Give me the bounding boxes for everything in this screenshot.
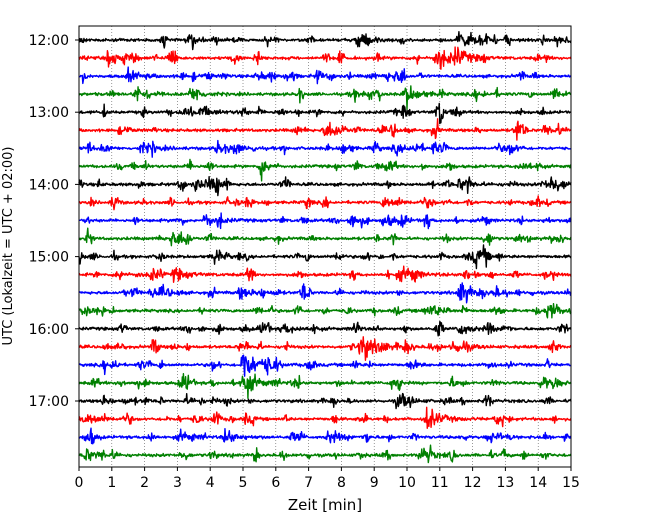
trace-line xyxy=(78,118,572,141)
trace-line xyxy=(78,354,572,377)
y-tick-label: 14:00 xyxy=(29,177,69,193)
trace-line xyxy=(78,66,572,85)
x-tick-label: 3 xyxy=(173,475,182,491)
trace-line xyxy=(78,265,572,283)
x-tick-label: 2 xyxy=(140,475,149,491)
trace-line xyxy=(78,212,572,230)
y-tick-label: 15:00 xyxy=(29,250,69,266)
trace-line xyxy=(78,46,572,70)
x-tick-label: 4 xyxy=(206,475,215,491)
trace-line xyxy=(78,31,572,51)
plot-frame xyxy=(78,25,572,468)
x-tick-label: 15 xyxy=(562,475,580,491)
trace-line xyxy=(78,139,572,158)
trace-line xyxy=(78,427,572,445)
x-tick-label: 10 xyxy=(398,475,416,491)
trace-line xyxy=(78,321,572,337)
x-tick-label: 13 xyxy=(496,475,514,491)
x-tick-label: 6 xyxy=(271,475,280,491)
y-axis-ticks: 12:00 13:00 14:00 15:00 16:00 17:00 xyxy=(29,33,79,410)
trace-line xyxy=(78,392,572,410)
trace-line xyxy=(78,336,572,361)
x-tick-label: 7 xyxy=(304,475,313,491)
trace-line xyxy=(78,227,572,247)
trace-line xyxy=(78,102,572,125)
x-axis-ticks: 0 1 2 3 4 5 6 7 8 9 10 11 12 13 14 15 xyxy=(75,467,580,491)
x-tick-label: 9 xyxy=(370,475,379,491)
trace-line xyxy=(78,158,572,182)
y-tick-label: 17:00 xyxy=(29,394,69,410)
x-tick-label: 8 xyxy=(337,475,346,491)
trace-line xyxy=(78,176,572,197)
trace-line xyxy=(78,406,572,429)
trace-line xyxy=(78,444,572,464)
trace-line xyxy=(78,302,572,319)
x-tick-label: 11 xyxy=(431,475,449,491)
x-tick-label: 5 xyxy=(239,475,248,491)
trace-line xyxy=(78,373,572,399)
y-axis-label: UTC (Lokalzeit = UTC + 02:00) xyxy=(1,147,16,346)
x-tick-label: 0 xyxy=(75,475,84,491)
x-tick-label: 1 xyxy=(107,475,116,491)
y-tick-label: 16:00 xyxy=(29,322,69,338)
x-tick-label: 12 xyxy=(464,475,482,491)
x-tick-label: 14 xyxy=(529,475,547,491)
trace-line xyxy=(78,195,572,211)
trace-line xyxy=(78,244,572,270)
seismic-traces xyxy=(78,31,572,464)
x-axis-label: Zeit [min] xyxy=(288,496,362,514)
trace-line xyxy=(78,85,572,111)
y-tick-label: 12:00 xyxy=(29,33,69,49)
y-tick-label: 13:00 xyxy=(29,105,69,121)
trace-line xyxy=(78,282,572,304)
